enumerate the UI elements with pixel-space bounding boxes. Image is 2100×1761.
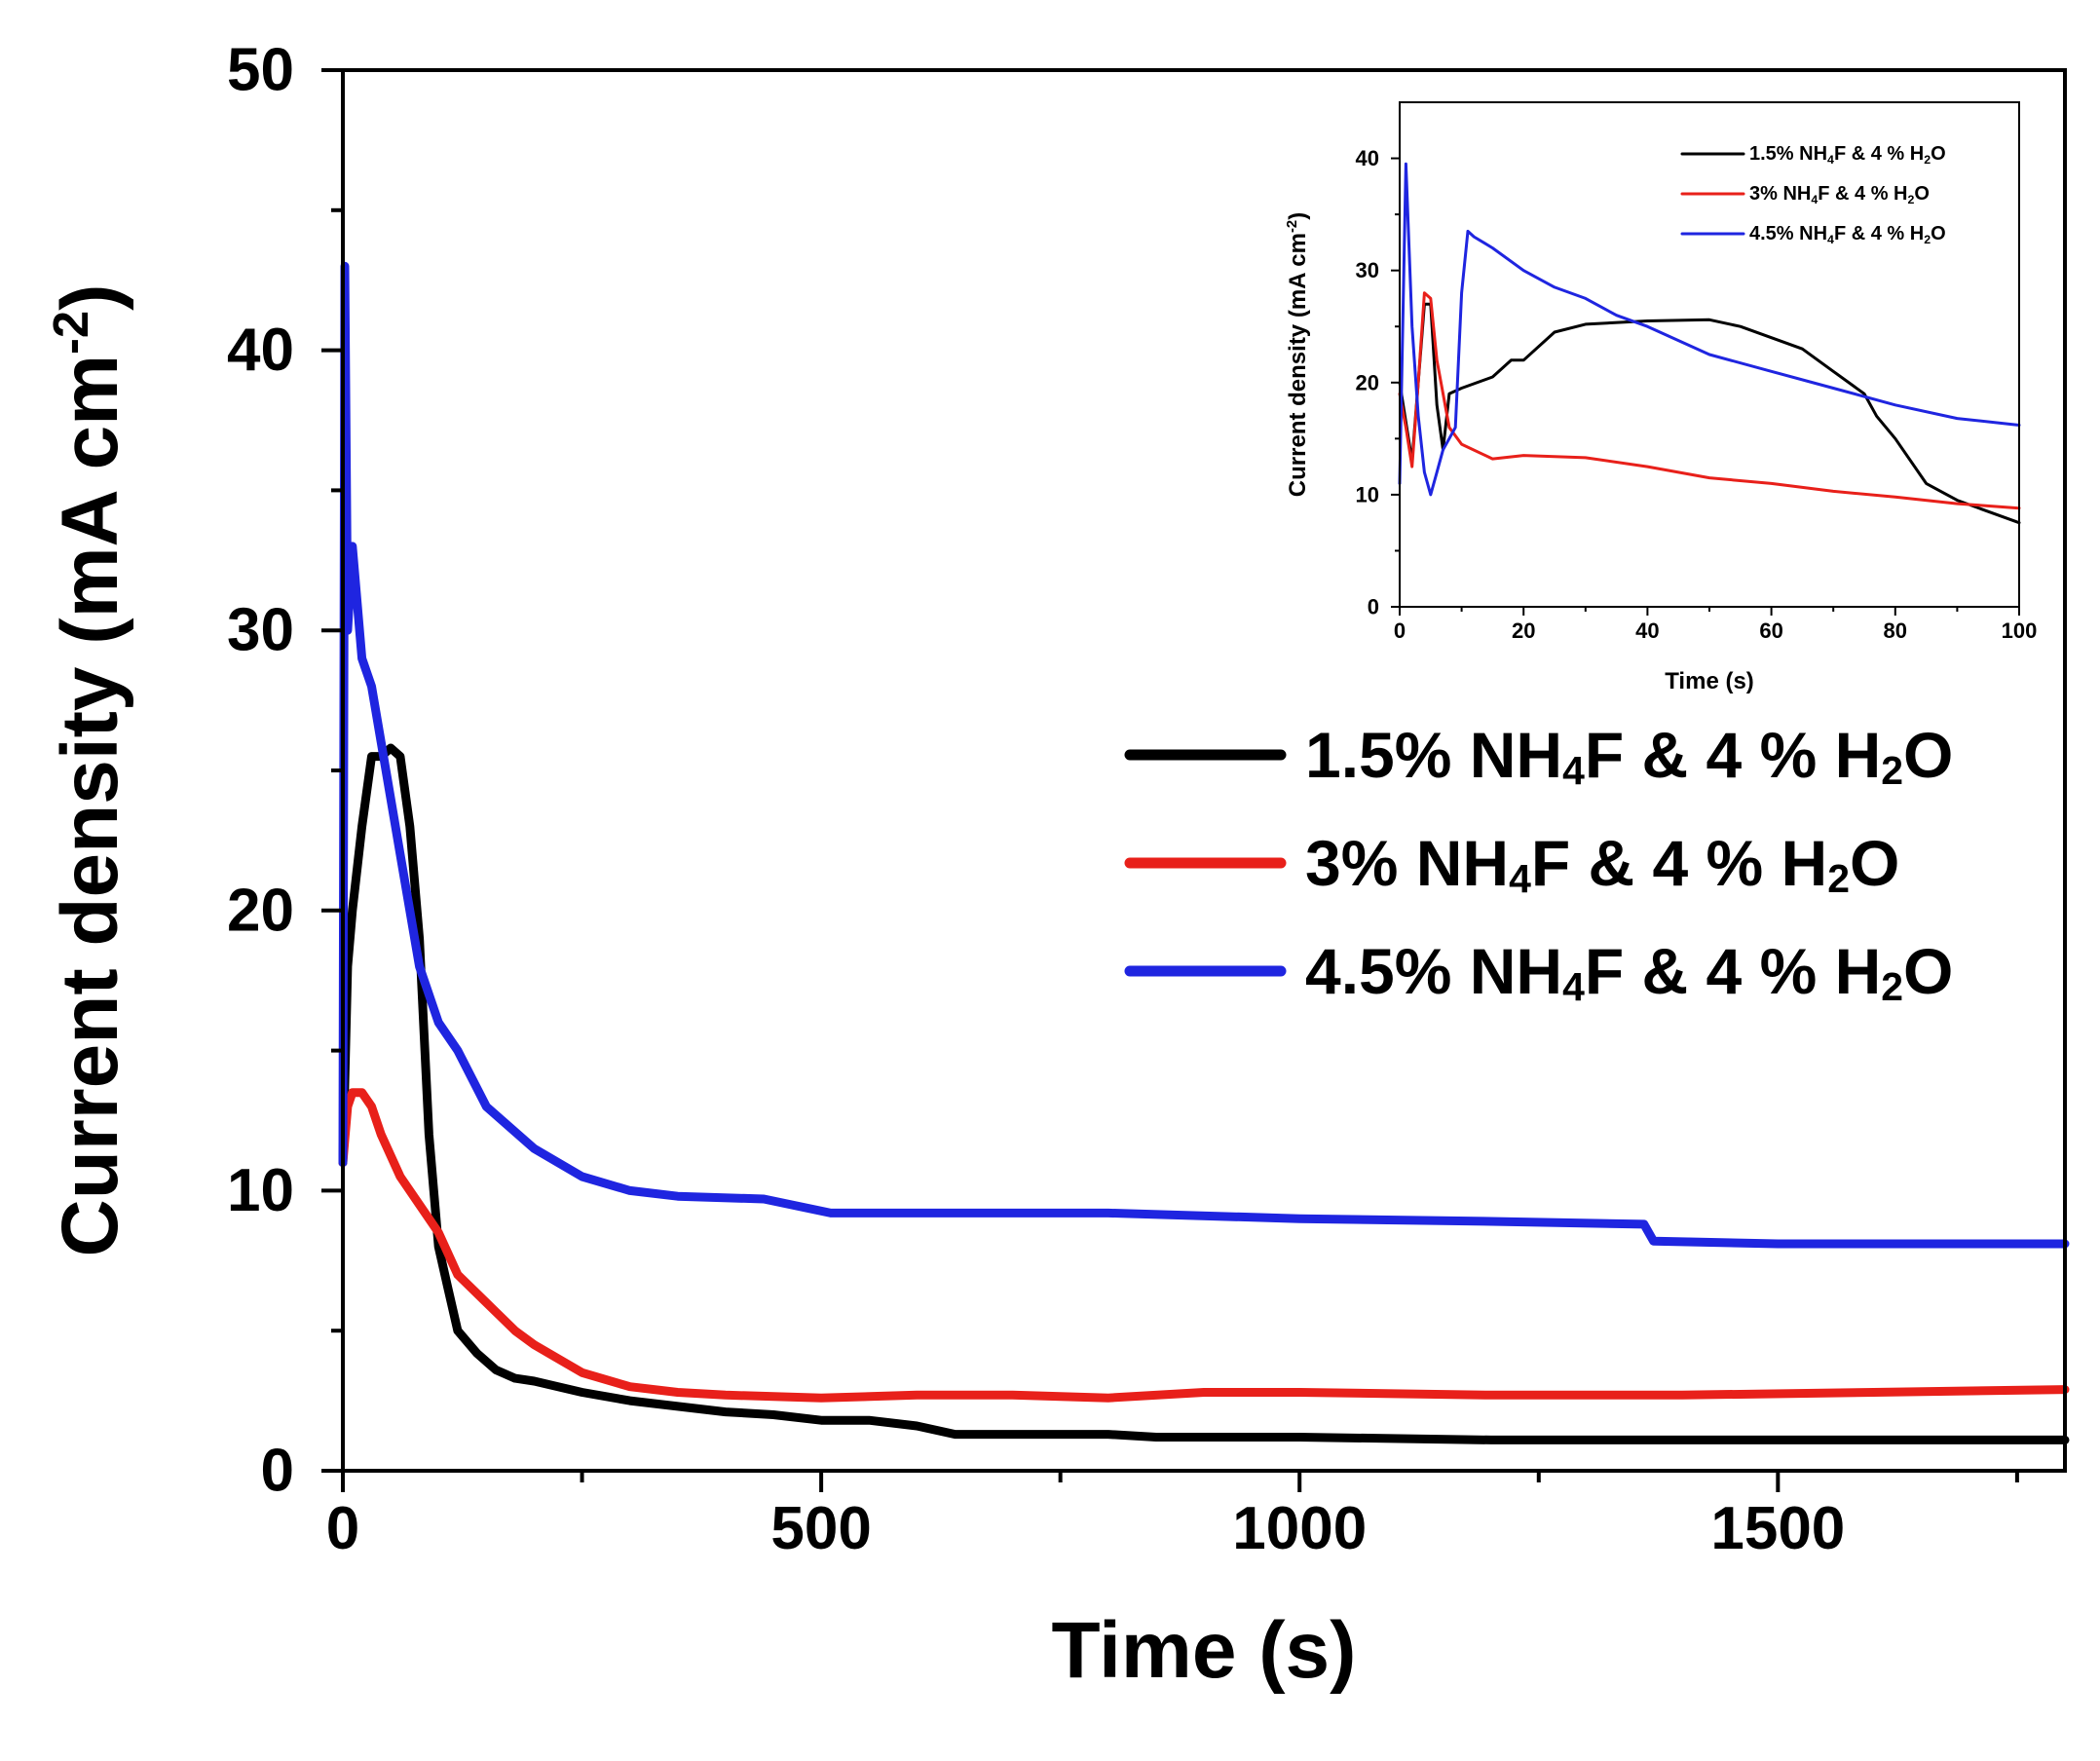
inset-y-axis-title-text: Current density (mA cm — [1285, 233, 1311, 497]
inset-legend: 1.5% NH4F & 4 % H2O 3% NH4F & 4 % H2O 4.5%… — [1680, 143, 1946, 246]
inset-x-tick-label: 40 — [1635, 618, 1659, 643]
inset-y-tick-label: 10 — [1356, 482, 1379, 506]
main-y-axis-title-text: Current density (mA cm — [46, 355, 134, 1256]
inset-x-tick-label: 20 — [1512, 618, 1535, 643]
main-y-tick-label: 30 — [227, 597, 294, 664]
inset-y-tick-label: 20 — [1356, 370, 1379, 394]
main-y-tick-label: 40 — [227, 317, 294, 384]
main-y-axis-title-end: ) — [46, 284, 134, 311]
inset-plot-lines — [1398, 162, 2021, 525]
main-x-tick-label: 1000 — [1232, 1495, 1367, 1562]
main-series-line-2 — [338, 1088, 2070, 1403]
inset-y-tick-label: 0 — [1368, 595, 1379, 619]
main-series-line-1 — [338, 743, 2070, 1444]
inset-series-line-3 — [1398, 162, 2021, 497]
inset-y-tick-label: 40 — [1356, 146, 1379, 170]
inset-y-ticks: 0 10 20 30 40 — [1356, 146, 1400, 619]
main-y-tick-label: 0 — [261, 1438, 294, 1505]
inset-series-line-1 — [1398, 302, 2021, 525]
main-x-ticks: 0 500 1000 1500 — [326, 1471, 2019, 1562]
main-y-tick-label: 50 — [227, 37, 294, 104]
main-legend-label-3: 4.5% NH4F & 4 % H2O — [1305, 935, 1953, 1009]
main-y-axis-title: Current density (mA cm-2) — [43, 284, 134, 1257]
main-x-tick-label: 500 — [770, 1495, 871, 1562]
main-legend: 1.5% NH4F & 4 % H2O 3% NH4F & 4 % H2O 4.5%… — [1124, 719, 1953, 1009]
main-y-tick-label: 10 — [227, 1157, 294, 1224]
main-x-tick-label: 1500 — [1710, 1495, 1845, 1562]
inset-series-line-2 — [1398, 291, 2021, 510]
inset-legend-label-3: 4.5% NH4F & 4 % H2O — [1749, 223, 1946, 246]
inset-legend-label-1: 1.5% NH4F & 4 % H2O — [1749, 143, 1946, 167]
inset-y-tick-label: 30 — [1356, 258, 1379, 282]
inset-chart: 0 20 40 60 80 100 0 10 20 30 40 Time (s) Current … — [1285, 101, 2037, 694]
main-plot-lines — [338, 261, 2070, 1444]
inset-x-tick-label: 60 — [1759, 618, 1782, 643]
inset-y-axis-title-end: ) — [1285, 212, 1311, 220]
inset-y-axis-title-sup: -2 — [1285, 220, 1300, 233]
inset-y-axis-title: Current density (mA cm-2) — [1285, 212, 1311, 497]
main-y-ticks: 0 10 20 30 40 50 — [227, 37, 343, 1505]
inset-x-ticks: 0 20 40 60 80 100 — [1394, 607, 2037, 643]
inset-x-tick-label: 80 — [1884, 618, 1907, 643]
main-legend-label-1: 1.5% NH4F & 4 % H2O — [1305, 719, 1953, 793]
main-x-axis-title: Time (s) — [1052, 1606, 1357, 1695]
main-y-tick-label: 20 — [227, 877, 294, 944]
inset-legend-label-2: 3% NH4F & 4 % H2O — [1749, 183, 1930, 206]
inset-x-tick-label: 100 — [2002, 618, 2038, 643]
inset-x-tick-label: 0 — [1394, 618, 1406, 643]
main-x-tick-label: 0 — [326, 1495, 359, 1562]
main-legend-label-2: 3% NH4F & 4 % H2O — [1305, 827, 1899, 901]
main-series-line-3 — [338, 261, 2070, 1249]
main-y-axis-title-sup: -2 — [43, 311, 98, 355]
inset-x-axis-title: Time (s) — [1665, 668, 1754, 694]
